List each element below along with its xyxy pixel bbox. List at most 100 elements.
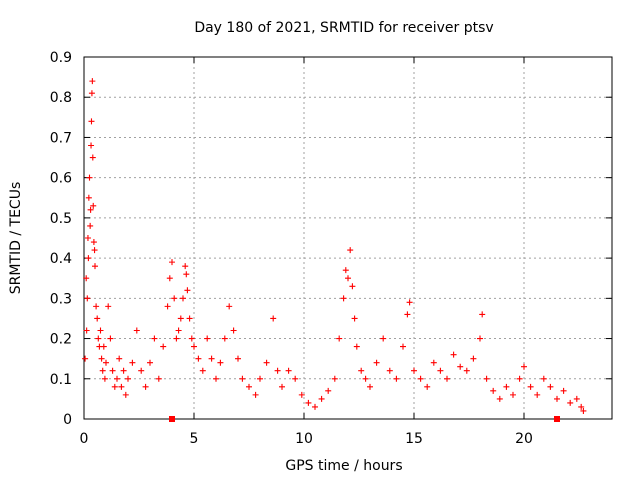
y-tick-label: 0.3	[50, 291, 72, 307]
data-point	[373, 359, 380, 366]
data-point	[101, 375, 108, 382]
data-point	[573, 395, 580, 402]
data-point	[353, 343, 360, 350]
data-point	[133, 327, 140, 334]
data-point	[100, 343, 107, 350]
data-point	[457, 363, 464, 370]
data-point	[195, 355, 202, 362]
data-point	[125, 375, 131, 382]
data-point	[490, 387, 497, 394]
data-point	[166, 275, 173, 282]
data-point	[400, 343, 406, 350]
data-point	[83, 327, 90, 334]
data-point	[188, 335, 195, 342]
data-point	[235, 355, 241, 362]
y-tick-label: 0.7	[50, 130, 72, 146]
data-point	[109, 367, 116, 374]
data-point	[129, 359, 136, 366]
x-axis-label: GPS time / hours	[285, 458, 402, 474]
data-point	[94, 315, 101, 322]
data-point	[345, 275, 351, 282]
data-point	[298, 391, 305, 398]
y-tick-label: 0.8	[50, 90, 72, 106]
data-point	[510, 391, 516, 398]
data-point	[479, 311, 486, 318]
data-points	[82, 78, 587, 422]
data-point	[430, 359, 437, 366]
data-point	[516, 375, 523, 382]
data-point	[406, 299, 413, 306]
data-point	[380, 335, 387, 342]
data-point	[305, 399, 312, 406]
grid-lines	[84, 57, 612, 419]
data-point	[88, 118, 95, 125]
x-tick-label: 5	[190, 431, 199, 447]
data-point	[257, 375, 263, 382]
x-tick-label: 15	[405, 431, 423, 447]
data-point	[226, 303, 233, 310]
data-point	[199, 367, 206, 374]
data-point	[86, 174, 93, 181]
data-point	[92, 263, 98, 270]
data-point	[292, 375, 299, 382]
data-point	[155, 375, 162, 382]
data-point	[183, 271, 190, 278]
data-point	[285, 367, 292, 374]
data-point	[142, 383, 149, 390]
data-point	[349, 283, 356, 290]
data-point	[477, 335, 483, 342]
data-point	[342, 267, 349, 274]
data-point	[252, 391, 259, 398]
data-point	[463, 367, 470, 374]
data-point	[91, 247, 98, 254]
data-point	[424, 383, 431, 390]
y-tick-label: 0.9	[50, 50, 72, 66]
data-point	[186, 315, 193, 322]
data-point	[111, 383, 118, 390]
data-point	[182, 263, 189, 270]
data-point	[393, 375, 400, 382]
data-point	[103, 359, 109, 366]
data-point	[331, 375, 338, 382]
data-point	[85, 194, 92, 201]
data-point	[85, 255, 92, 262]
data-point	[217, 359, 224, 366]
data-point	[164, 303, 171, 310]
zero-marker	[169, 416, 175, 422]
data-point	[147, 359, 153, 366]
data-point	[580, 407, 587, 414]
data-point	[351, 315, 358, 322]
data-point	[116, 355, 123, 362]
data-point	[120, 367, 127, 374]
data-point	[173, 335, 180, 342]
data-point	[362, 375, 369, 382]
data-point	[578, 403, 585, 410]
data-point	[340, 295, 347, 302]
data-point	[151, 335, 158, 342]
data-point	[527, 383, 534, 390]
zero-marker	[554, 416, 560, 422]
data-point	[175, 327, 182, 334]
data-point	[274, 367, 281, 374]
x-tick-labels: 0 5 10 15 20	[80, 431, 533, 447]
x-tick-label: 0	[80, 431, 89, 447]
data-point	[358, 367, 365, 374]
data-point	[87, 222, 94, 229]
data-point	[521, 363, 527, 370]
data-point	[89, 78, 96, 85]
data-point	[318, 395, 325, 402]
data-point	[347, 247, 354, 254]
data-point	[279, 383, 285, 390]
data-point	[191, 343, 197, 350]
data-point	[208, 355, 215, 362]
data-point	[444, 375, 450, 382]
data-point	[87, 206, 94, 213]
data-point	[560, 387, 567, 394]
data-point	[554, 395, 560, 402]
data-point	[122, 391, 129, 398]
data-point	[84, 295, 91, 302]
data-point	[567, 399, 574, 406]
data-point	[450, 351, 457, 358]
data-point	[246, 383, 252, 390]
data-point	[534, 391, 541, 398]
